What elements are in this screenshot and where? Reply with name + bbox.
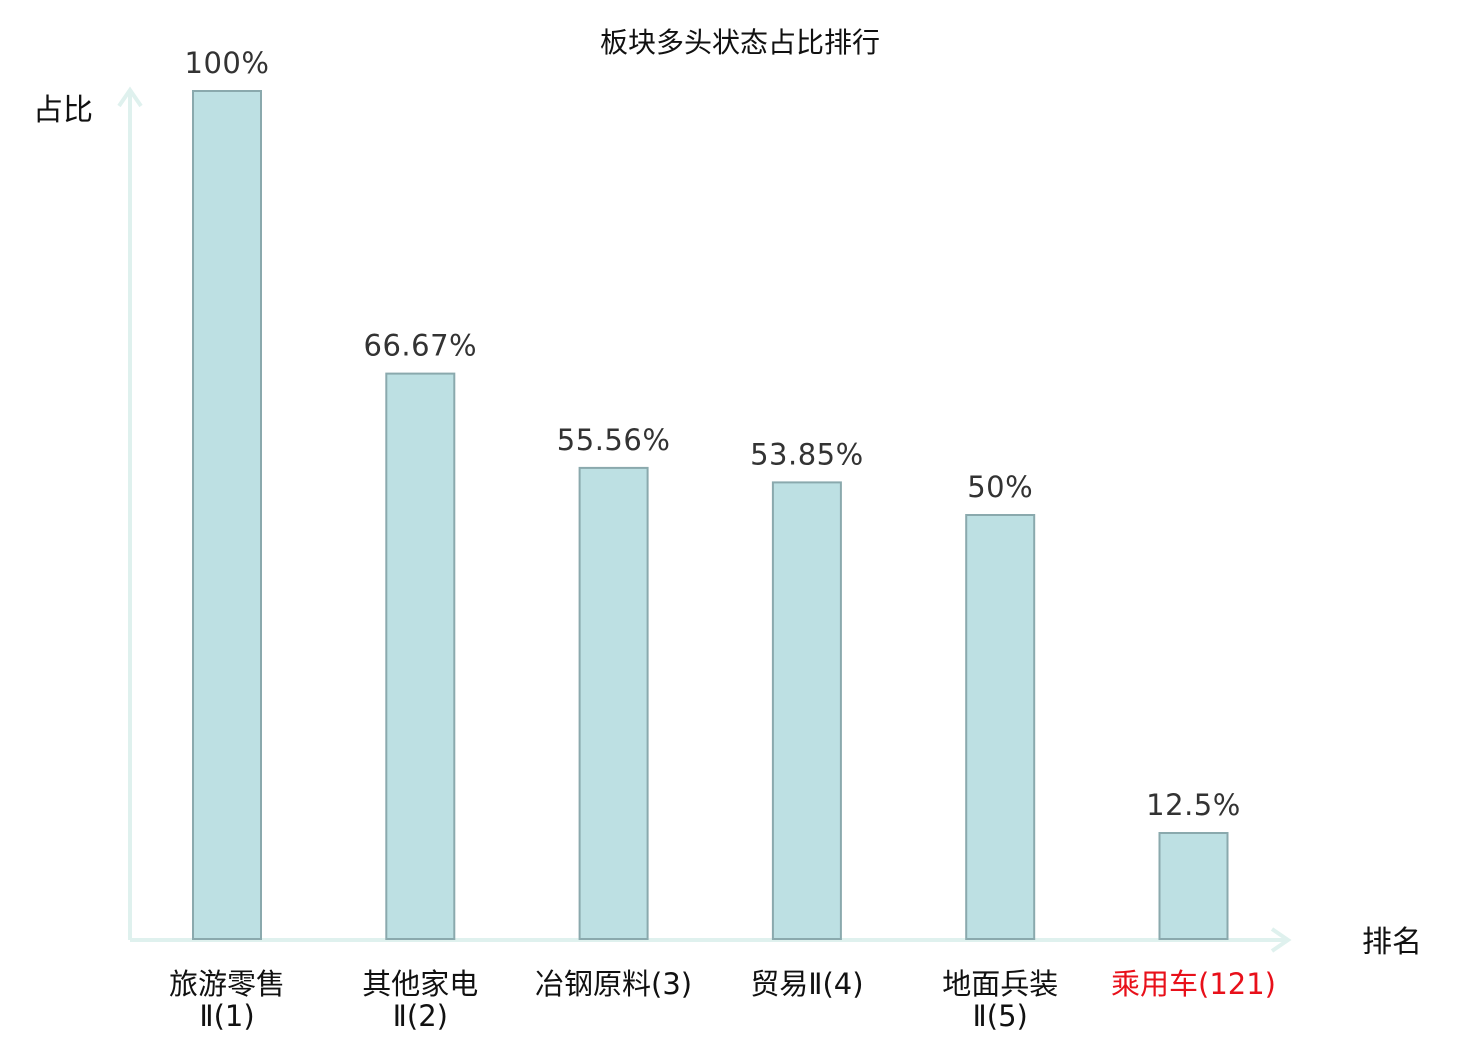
value-label-2: 66.67% <box>364 329 478 363</box>
category-label-line: Ⅱ(5) <box>973 999 1028 1033</box>
category-label-line: Ⅱ(2) <box>393 999 448 1033</box>
y-axis-arrow <box>117 86 143 108</box>
category-label-2: 其他家电 Ⅱ(2) <box>362 967 478 1033</box>
value-label-4: 53.85% <box>750 437 864 471</box>
category-label-6: 乘用车(121) <box>1111 967 1276 1001</box>
bar-6 <box>1158 832 1229 940</box>
category-label-4: 贸易Ⅱ(4) <box>750 967 863 1001</box>
bars <box>192 90 1229 941</box>
value-labels: 100% 66.67% 55.56% 53.85% 50% 12.5% <box>185 46 1241 822</box>
value-label-1: 100% <box>185 46 270 80</box>
category-label-line: Ⅱ(1) <box>199 999 254 1033</box>
category-label-5: 地面兵装 Ⅱ(5) <box>942 967 1058 1033</box>
value-label-6: 12.5% <box>1146 788 1241 822</box>
chart-title: 板块多头状态占比排行 <box>600 26 880 59</box>
category-label-line: 乘用车(121) <box>1111 967 1276 1001</box>
category-label-line: 地面兵装 <box>942 967 1058 1001</box>
x-axis-label: 排名 <box>1362 925 1422 960</box>
bar-1 <box>192 90 262 940</box>
y-axis-label: 占比 <box>33 93 93 128</box>
category-labels: 旅游零售 Ⅱ(1) 其他家电 Ⅱ(2) 冶钢原料(3) 贸易Ⅱ(4) 地面兵装 Ⅱ(5) 乘用车… <box>169 967 1276 1033</box>
category-label-line: 旅游零售 <box>169 967 285 1001</box>
bar-5 <box>965 514 1036 940</box>
bar-4 <box>771 481 842 940</box>
category-label-1: 旅游零售 Ⅱ(1) <box>169 967 285 1033</box>
category-label-line: 其他家电 <box>362 967 478 1001</box>
bar-3 <box>578 466 649 940</box>
bar-2 <box>385 372 456 941</box>
axes <box>117 86 1292 953</box>
category-label-3: 冶钢原料(3) <box>535 967 692 1001</box>
category-label-line: 冶钢原料(3) <box>535 967 692 1001</box>
category-label-line: 贸易Ⅱ(4) <box>750 967 863 1001</box>
value-label-5: 50% <box>967 470 1033 504</box>
x-axis-arrow <box>1270 927 1292 953</box>
value-label-3: 55.56% <box>557 423 671 457</box>
